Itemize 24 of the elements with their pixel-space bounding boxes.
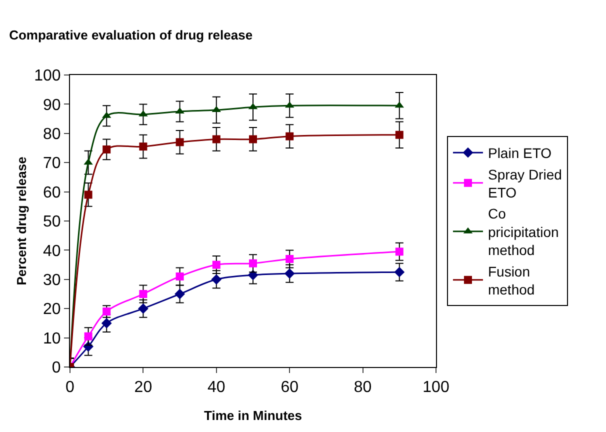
x-tick-label: 40 <box>208 379 226 396</box>
legend-label: Fusion method <box>488 263 535 298</box>
y-axis-title: Percent drug release <box>14 156 30 286</box>
y-tick-label: 30 <box>43 272 61 289</box>
x-tick-label: 100 <box>422 379 450 396</box>
x-tick-label: 60 <box>280 379 299 396</box>
legend-label: Spray Dried ETO <box>488 166 562 200</box>
y-tick-label: 20 <box>43 301 61 318</box>
y-tick-label: 60 <box>43 184 61 202</box>
y-tick-label: 80 <box>43 126 61 143</box>
x-tick-label: 20 <box>134 379 152 396</box>
legend-label: Co pricipitation method <box>488 206 559 258</box>
y-tick-label: 50 <box>43 214 61 231</box>
legend-label: Plain ETO <box>488 145 552 162</box>
x-tick-label: 0 <box>66 379 75 396</box>
y-tick-label: 90 <box>43 96 61 114</box>
y-tick-label: 10 <box>43 330 61 348</box>
y-tick-label: 70 <box>43 155 61 172</box>
x-axis-title: Time in Minutes <box>204 408 302 423</box>
y-tick-label: 0 <box>52 360 61 377</box>
y-tick-label: 40 <box>43 242 61 260</box>
y-tick-label: 100 <box>34 68 61 85</box>
x-tick-label: 80 <box>354 379 372 396</box>
chart-title: Comparative evaluation of drug release <box>9 27 253 42</box>
